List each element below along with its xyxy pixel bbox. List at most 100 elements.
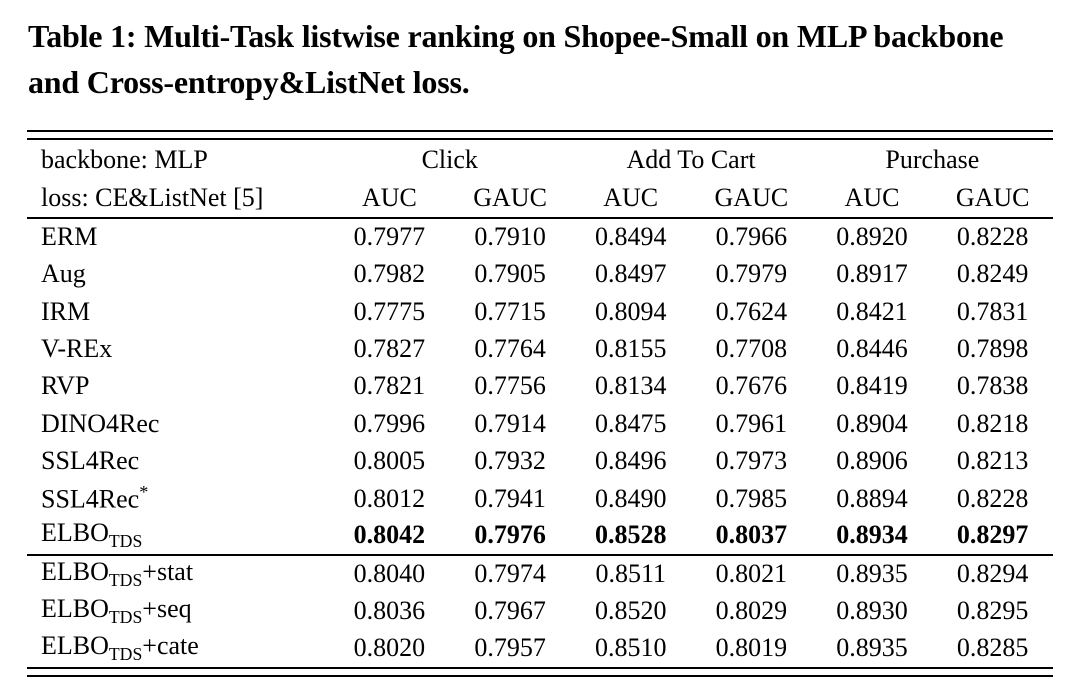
metric-value: 0.7961 — [715, 408, 788, 438]
metric-value: 0.8228 — [956, 222, 1029, 252]
metric-value: 0.8134 — [594, 371, 667, 401]
results-table-wrap: backbone: MLP Click Add To Cart Purchase… — [27, 130, 1053, 677]
metric-value: 0.7979 — [715, 259, 788, 289]
table-row: ELBOTDS+seq 0.8036 0.7967 0.8520 0.8029 0.893… — [27, 592, 1053, 629]
method-subscript: TDS — [108, 606, 143, 627]
metric-value: 0.7914 — [474, 408, 546, 438]
metric-value: 0.7775 — [353, 296, 426, 326]
metric-value: 0.7898 — [956, 334, 1029, 364]
metric-value: 0.8930 — [836, 595, 908, 625]
header-metric-gauc: GAUC — [449, 179, 571, 220]
metric-value: 0.8511 — [595, 558, 666, 588]
metric-value: 0.7996 — [353, 408, 426, 438]
method-subscript: TDS — [108, 644, 143, 665]
metric-value: 0.8528 — [570, 517, 692, 556]
method-name: ELBOTDS+cate — [27, 629, 329, 666]
metric-value: 0.8213 — [956, 446, 1029, 476]
header-metric-auc: AUC — [811, 179, 933, 220]
method-base: SSL4Rec — [41, 484, 140, 514]
metric-value: 0.7905 — [474, 259, 546, 289]
metric-value: 0.8419 — [836, 371, 908, 401]
metric-value: 0.8037 — [691, 517, 812, 556]
metric-value: 0.7910 — [474, 222, 546, 252]
metric-value: 0.8475 — [594, 408, 667, 438]
method-name: ERM — [27, 218, 329, 255]
metric-value: 0.8421 — [836, 296, 908, 326]
header-metric-auc: AUC — [329, 179, 450, 220]
metric-value: 0.8012 — [353, 483, 426, 513]
metric-value: 0.8218 — [956, 408, 1029, 438]
metric-value: 0.8935 — [836, 558, 908, 588]
metric-value: 0.8494 — [594, 222, 667, 252]
metric-value: 0.8029 — [715, 595, 788, 625]
metric-value: 0.8295 — [956, 595, 1029, 625]
top-double-rule — [27, 130, 1053, 141]
method-base: ELBO — [41, 518, 109, 548]
table-row: DINO4Rec 0.7996 0.7914 0.8475 0.7961 0.8904 0.… — [27, 405, 1053, 442]
metric-value: 0.8906 — [836, 446, 908, 476]
method-name: ELBOTDS+stat — [27, 555, 329, 592]
method-name: ELBOTDS+seq — [27, 592, 329, 629]
method-name: IRM — [27, 293, 329, 330]
metric-value: 0.7985 — [715, 483, 788, 513]
results-table: backbone: MLP Click Add To Cart Purchase… — [27, 140, 1053, 667]
metric-value: 0.7708 — [715, 334, 788, 364]
metric-value: 0.8040 — [353, 558, 426, 588]
metric-value: 0.8497 — [594, 259, 667, 289]
metric-value: 0.7932 — [474, 446, 546, 476]
metric-value: 0.7831 — [956, 296, 1029, 326]
metric-value: 0.8155 — [594, 334, 667, 364]
method-base: Aug — [41, 259, 86, 289]
metric-value: 0.8510 — [594, 633, 667, 663]
metric-value: 0.7821 — [353, 371, 426, 401]
metric-value: 0.8249 — [956, 259, 1029, 289]
table-row: RVP 0.7821 0.7756 0.8134 0.7676 0.8419 0.7838 — [27, 368, 1053, 405]
metric-value: 0.8935 — [836, 633, 908, 663]
method-base: ELBO — [41, 556, 109, 586]
metric-value: 0.7676 — [715, 371, 788, 401]
metric-value: 0.7715 — [474, 296, 546, 326]
metric-value: 0.8019 — [715, 633, 788, 663]
header-group-add-to-cart: Add To Cart — [626, 144, 756, 174]
method-subscript: TDS — [108, 569, 143, 590]
table-row: SSL4Rec 0.8005 0.7932 0.8496 0.7973 0.8906 0.8… — [27, 443, 1053, 480]
method-superscript: * — [139, 482, 149, 503]
table-row: SSL4Rec* 0.8012 0.7941 0.8490 0.7985 0.8894 0.… — [27, 480, 1053, 517]
metric-value: 0.8297 — [932, 517, 1053, 556]
metric-value: 0.8446 — [836, 334, 908, 364]
metric-value: 0.7941 — [474, 483, 546, 513]
method-name: V-REx — [27, 330, 329, 367]
method-base: ELBO — [41, 631, 109, 661]
method-base: SSL4Rec — [41, 446, 140, 476]
metric-value: 0.7966 — [715, 222, 788, 252]
metric-value: 0.8934 — [811, 517, 933, 556]
metric-value: 0.8920 — [836, 222, 908, 252]
table-row: ELBOTDS+cate 0.8020 0.7957 0.8510 0.8019 0.89… — [27, 629, 1053, 666]
metric-value: 0.7756 — [474, 371, 546, 401]
metric-value: 0.8094 — [594, 296, 667, 326]
metric-value: 0.7827 — [353, 334, 426, 364]
metric-value: 0.8021 — [715, 558, 788, 588]
metric-value: 0.8904 — [836, 408, 908, 438]
table-row: V-REx 0.7827 0.7764 0.8155 0.7708 0.8446 0.789… — [27, 330, 1053, 367]
metric-value: 0.7977 — [353, 222, 426, 252]
table-row: IRM 0.7775 0.7715 0.8094 0.7624 0.8421 0.7831 — [27, 293, 1053, 330]
metric-value: 0.7982 — [353, 259, 426, 289]
header-metric-gauc: GAUC — [691, 179, 812, 220]
method-name: SSL4Rec — [27, 443, 329, 480]
header-group-purchase: Purchase — [885, 144, 980, 174]
method-subscript: TDS — [108, 531, 143, 552]
results-table-body: ERM 0.7977 0.7910 0.8494 0.7966 0.8920 0.8228 A… — [27, 218, 1053, 667]
metric-value: 0.7838 — [956, 371, 1029, 401]
table-row: Aug 0.7982 0.7905 0.8497 0.7979 0.8917 0.8249 — [27, 256, 1053, 293]
method-base: ELBO — [41, 593, 109, 623]
method-base: V-REx — [41, 334, 113, 364]
metric-value: 0.8520 — [594, 595, 667, 625]
method-base: IRM — [41, 296, 91, 326]
method-base: RVP — [41, 371, 90, 401]
metric-value: 0.7957 — [474, 633, 546, 663]
metric-value: 0.8490 — [594, 483, 667, 513]
metric-value: 0.7976 — [449, 517, 571, 556]
metric-value: 0.8917 — [836, 259, 908, 289]
header-backbone: backbone: MLP — [41, 144, 208, 174]
